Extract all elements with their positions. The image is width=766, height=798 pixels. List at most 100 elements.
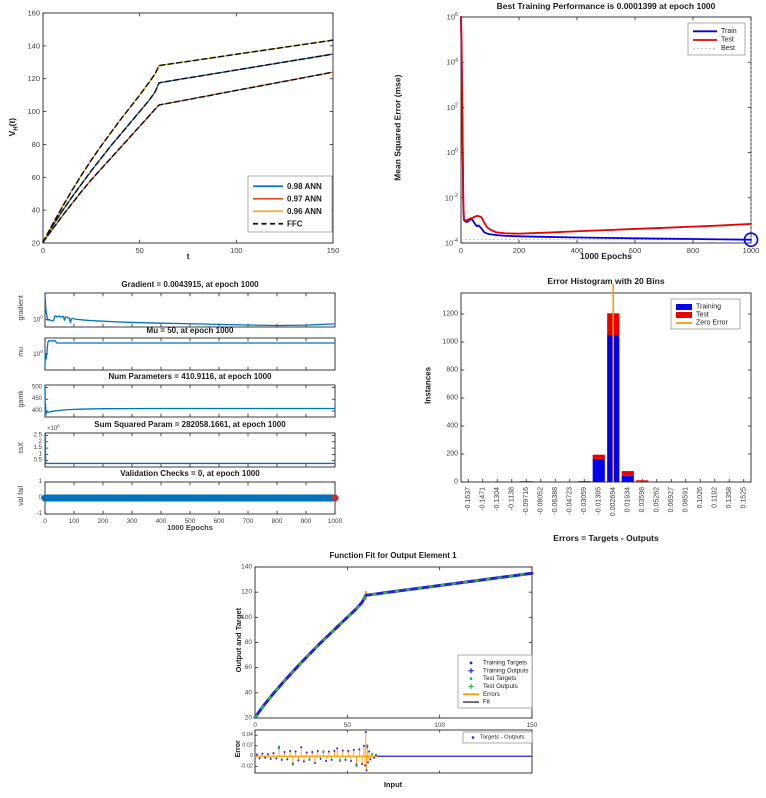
error-dot [294,750,297,753]
error-dot [314,762,317,765]
tick-label: 0 [253,722,257,729]
tick-label: 0.02 [242,743,253,749]
error-dot [350,759,353,762]
vh-y-axis-label: VH(t) [6,117,20,137]
tick-label: 10-4 [445,238,458,247]
tick-label: 2 [39,439,43,445]
tick-label: 1000 [442,339,458,346]
tick-label: 600 [446,395,458,402]
legend-label: 0.96 ANN [287,207,322,216]
histogram-x-axis-label: Errors = Targets - Outputs [553,533,659,543]
axes-box [44,292,336,328]
error-dot [305,751,308,754]
tick-label: 700 [243,518,254,525]
error-histogram-chart: 0 200 400 600 800 1000 1200 -0.1637 -0.1471 -0.13… [442,284,752,516]
tick-label: 104 [447,57,458,66]
tick-label: 400 [446,423,458,430]
error-dot-test [371,752,374,755]
legend-label: 0.98 ANN [287,182,322,191]
performance-y-axis-label: Mean Squared Error (mse) [392,74,403,181]
bin-label: -0.1138 [508,487,515,510]
error-dot [362,744,365,747]
tick-label: 0.5 [34,458,43,464]
legend-label: Test Outputs [483,683,518,690]
error-dot [269,757,272,760]
tick-label: 200 [98,518,109,525]
tick-label: 0 [250,753,253,759]
tick-label: -0.02 [240,764,253,770]
hist-bar-training [520,481,533,482]
tick-label: 102 [447,103,458,112]
histogram-title: Error Histogram with 20 Bins [547,276,665,286]
ffc-overlay-1 [42,71,334,243]
vh-x-axis-label: t [186,251,190,261]
fit-title: Function Fit for Output Element 1 [329,551,457,560]
legend-box [687,22,746,56]
vh-line-chart: 0 50 100 150 20 40 60 80 100 120 140 160 0.98 ANN 0.9… [27,9,339,256]
bin-label: 0.06927 [668,487,675,512]
training-state-x-axis-label: 1000 Epochs [167,523,213,532]
tick-label: 1200 [442,311,458,318]
error-dot [266,753,269,756]
error-dot [358,748,361,751]
state-series-3 [44,433,336,465]
tick-label: 0 [39,495,43,501]
histogram-y-axis-label: Instances [423,366,433,404]
error-dot [272,752,275,755]
tick-label: 100 [447,148,458,157]
tick-label: 500 [32,384,43,390]
legend-label: Fit [483,699,490,706]
legend-label: Train [721,28,737,35]
tick-label: 120 [27,74,40,83]
tick-label: 40 [32,206,40,215]
fit-x-axis-label: Input [383,780,403,789]
error-dot [341,749,344,752]
tick-label: 140 [241,564,252,571]
legend-label: Errors [483,691,500,698]
error-dot [319,757,322,760]
tick-label: 1.5 [34,445,43,451]
tick-label: 900 [301,518,312,525]
tick-label: -1 [37,511,43,517]
error-dot-test [322,750,325,753]
bin-label: -0.09716 [523,487,530,515]
error-dot [333,749,336,752]
error-dot [336,747,339,750]
error-dot [261,752,264,755]
ffc-overlay-2 [42,39,334,243]
bin-label: 0.1026 [697,487,704,509]
error-dot [367,761,370,764]
bin-label: 0.08591 [682,487,689,512]
error-dot [352,748,355,751]
error-dot [369,758,372,761]
bin-label: 0.002694 [610,487,617,516]
error-dot [373,756,376,759]
axes-box [44,432,336,468]
bin-label: -0.1471 [479,487,486,511]
error-dot [364,731,367,734]
tick-label: 20 [245,715,253,722]
error-dot [264,756,267,759]
ffc-overlay-0 [42,53,334,243]
fit-y-axis-label: Output and Target [233,607,243,673]
legend-label: Test [696,312,709,319]
tick-label: 1 [39,451,43,457]
val-fail-diamond [331,493,339,503]
tick-label: 800 [687,246,700,255]
tick-label: 40 [245,689,253,696]
error-dot-test [355,764,358,767]
val-fail-y-axis-label: val fail [18,485,26,506]
error-dot [344,758,347,761]
tick-label: 106 [447,12,458,21]
tick-label: 0 [454,479,458,486]
tick-label: 800 [446,367,458,374]
error-dot-test [291,763,294,766]
tick-label: 500 [185,518,196,525]
axes-box [44,384,336,418]
mu-title: Mu = 50, at epoch 1000 [146,326,234,335]
error-dot-test [308,758,311,761]
tick-label: 1000 [328,518,343,525]
error-dot [275,757,278,760]
error-dot [280,758,283,761]
